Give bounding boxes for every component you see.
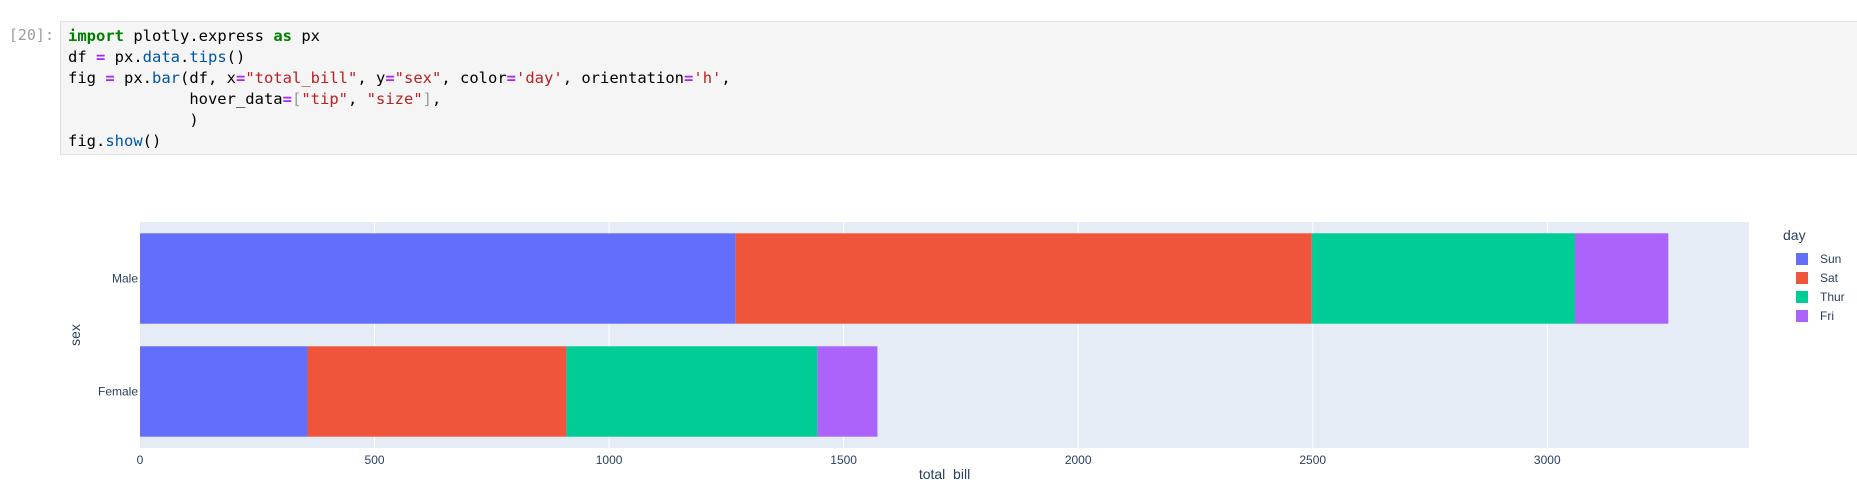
x-tick-label: 500	[365, 453, 385, 467]
code-token: "sex"	[394, 69, 442, 87]
bar-sat-male[interactable]	[735, 233, 1312, 324]
legend-label: Sat	[1820, 271, 1839, 285]
bar-chart[interactable]: Male Female 0 500 1000 1500 2000 2500 3000 tota…	[0, 215, 1857, 480]
code-token: "size"	[366, 90, 423, 108]
code-token: =	[385, 69, 395, 87]
legend-title: day	[1783, 227, 1806, 243]
x-tick-label: 1500	[830, 453, 857, 467]
x-axis-title: total_bill	[919, 466, 970, 480]
x-tick-label: 2500	[1299, 453, 1326, 467]
code-token: )	[68, 111, 199, 129]
legend-label: Thur	[1820, 290, 1845, 304]
code-token: fig.	[68, 132, 106, 150]
code-token: [	[291, 90, 302, 108]
code-token: ()	[226, 48, 246, 66]
x-tick-label: 0	[137, 453, 144, 467]
code-token: plotly.express	[124, 27, 274, 45]
code-line: import plotly.express as px	[68, 27, 320, 45]
legend-item-fri[interactable]: Fri	[1796, 309, 1834, 323]
legend-swatch	[1796, 272, 1808, 284]
code-token: =	[506, 69, 517, 87]
legend-swatch	[1796, 291, 1808, 303]
code-token: df	[68, 48, 96, 66]
code-token: as	[273, 27, 292, 45]
code-token: ()	[142, 132, 162, 150]
code-line: df = px.data.tips()	[68, 48, 245, 66]
code-line: )	[68, 111, 199, 129]
code-token: , color	[441, 69, 507, 87]
code-token: fig	[68, 69, 106, 87]
code-token: ,	[348, 90, 367, 108]
code-token: =	[105, 69, 115, 87]
code-token: , orientation	[562, 69, 685, 87]
legend-label: Fri	[1820, 309, 1834, 323]
code-token: 'h'	[693, 69, 722, 87]
code-token: bar	[152, 69, 180, 87]
legend-label: Sun	[1820, 252, 1841, 266]
y-axis-ticks: Male Female	[98, 272, 138, 399]
code-line: fig.show()	[68, 132, 161, 150]
code-token: px.	[105, 48, 143, 66]
code-token: tips	[189, 48, 227, 66]
bar-thur-male[interactable]	[1311, 233, 1575, 324]
x-axis-ticks: 0 500 1000 1500 2000 2500 3000	[137, 453, 1561, 467]
code-line: fig = px.bar(df, x="total_bill", y="sex"…	[68, 69, 731, 87]
x-tick-label: 3000	[1534, 453, 1561, 467]
code-token: hover_data	[68, 90, 283, 108]
bar-sat-female[interactable]	[307, 346, 567, 437]
bar-fri-female[interactable]	[817, 346, 878, 437]
cell-prompt: [20]:	[8, 26, 54, 44]
code-token: , y	[357, 69, 386, 87]
code-token: ,	[432, 90, 442, 108]
code-token: px	[291, 27, 320, 45]
legend-item-sat[interactable]: Sat	[1796, 271, 1839, 285]
code-token: "tip"	[301, 90, 348, 108]
code-token: =	[282, 90, 292, 108]
code-cell-input[interactable]: import plotly.express as px df = px.data…	[60, 21, 1857, 155]
bar-thur-female[interactable]	[566, 346, 818, 437]
code-line: hover_data=["tip", "size"],	[68, 90, 441, 108]
code-token: import	[68, 27, 124, 45]
code-token: =	[236, 69, 246, 87]
x-tick-label: 2000	[1065, 453, 1092, 467]
legend-swatch	[1796, 253, 1808, 265]
code-token: (df, x	[180, 69, 236, 87]
legend-item-sun[interactable]: Sun	[1796, 252, 1841, 266]
bar-fri-male[interactable]	[1574, 233, 1669, 324]
code-token: show	[105, 132, 143, 150]
code-token: "total_bill"	[245, 69, 358, 87]
legend-item-thur[interactable]: Thur	[1796, 290, 1845, 304]
code-token: px.	[114, 69, 152, 87]
code-token: ]	[422, 90, 433, 108]
bar-sun-female[interactable]	[140, 346, 308, 437]
legend-swatch	[1796, 310, 1808, 322]
code-token: ,	[721, 69, 731, 87]
y-tick-label: Male	[112, 272, 138, 286]
bars	[140, 233, 1669, 437]
code-editor[interactable]: import plotly.express as px df = px.data…	[68, 26, 731, 152]
code-token: =	[684, 69, 694, 87]
code-token: =	[96, 48, 106, 66]
code-token: 'day'	[516, 69, 563, 87]
code-token: .	[180, 48, 190, 66]
code-token: data	[142, 48, 180, 66]
legend[interactable]: day Sun Sat Thur Fri	[1783, 227, 1845, 323]
bar-sun-male[interactable]	[140, 233, 736, 324]
y-tick-label: Female	[98, 385, 138, 399]
x-tick-label: 1000	[596, 453, 623, 467]
y-axis-title: sex	[67, 324, 83, 346]
